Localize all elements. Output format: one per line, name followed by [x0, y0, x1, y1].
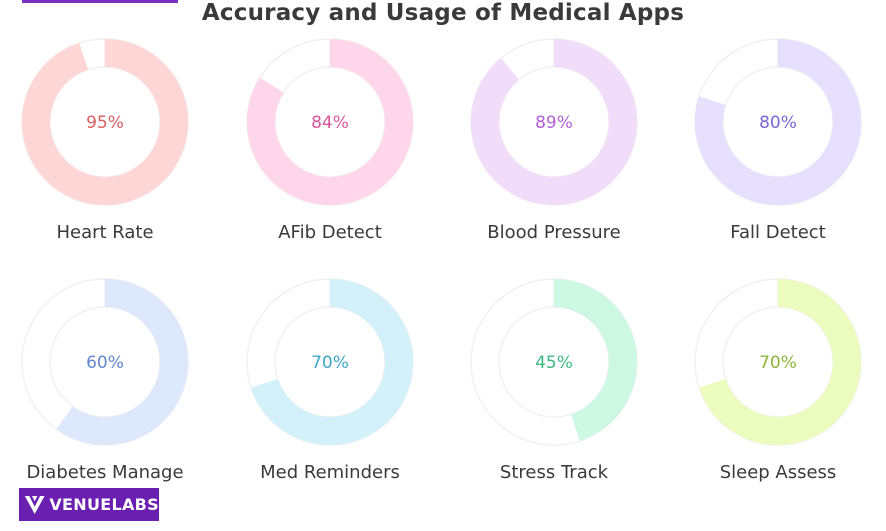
- donut-value-arc: [56, 279, 189, 445]
- donut-value-label: 70%: [759, 353, 797, 373]
- donut-value-label: 89%: [535, 113, 573, 133]
- donut-blood-pressure: 89% Blood Pressure: [470, 38, 638, 243]
- top-accent-bar: [22, 0, 178, 3]
- donut-value-label: 84%: [311, 113, 349, 133]
- donut-category-label: Heart Rate: [56, 222, 153, 243]
- donut-value-arc: [251, 279, 413, 445]
- donut-afib-detect: 84% AFib Detect: [246, 38, 414, 243]
- venuelabs-logo-text: VENUELABS: [49, 495, 159, 514]
- chart-title: Accuracy and Usage of Medical Apps: [201, 0, 685, 26]
- donut-category-label: Stress Track: [500, 462, 609, 483]
- donut-category-label: Sleep Assess: [720, 462, 837, 483]
- donut-category-label: Fall Detect: [730, 222, 825, 243]
- donut-fall-detect: 80% Fall Detect: [694, 38, 862, 243]
- donut-value-arc: [21, 39, 188, 205]
- donut-value-arc: [554, 279, 638, 441]
- donut-category-label: Med Reminders: [260, 462, 400, 483]
- donut-heart-rate: 95% Heart Rate: [21, 38, 189, 243]
- venuelabs-logo: VENUELABS: [19, 488, 159, 521]
- donut-value-arc: [695, 39, 862, 205]
- donut-value-arc: [247, 39, 414, 205]
- donut-value-label: 60%: [86, 353, 124, 373]
- donut-value-arc: [699, 279, 861, 445]
- donut-value-label: 45%: [535, 353, 573, 373]
- donut-med-reminders: 70% Med Reminders: [246, 278, 414, 483]
- venuelabs-logo-icon: [24, 495, 45, 514]
- donut-sleep-assess: 70% Sleep Assess: [694, 278, 862, 483]
- donut-diabetes-manage: 60% Diabetes Manage: [21, 278, 189, 483]
- donut-stress-track: 45% Stress Track: [470, 278, 638, 483]
- donut-value-arc: [470, 39, 637, 205]
- donut-category-label: Diabetes Manage: [26, 462, 183, 483]
- donut-category-label: Blood Pressure: [487, 222, 620, 243]
- donut-category-label: AFib Detect: [278, 222, 382, 243]
- donut-value-label: 80%: [759, 113, 797, 133]
- donut-value-label: 70%: [311, 353, 349, 373]
- donut-value-label: 95%: [86, 113, 124, 133]
